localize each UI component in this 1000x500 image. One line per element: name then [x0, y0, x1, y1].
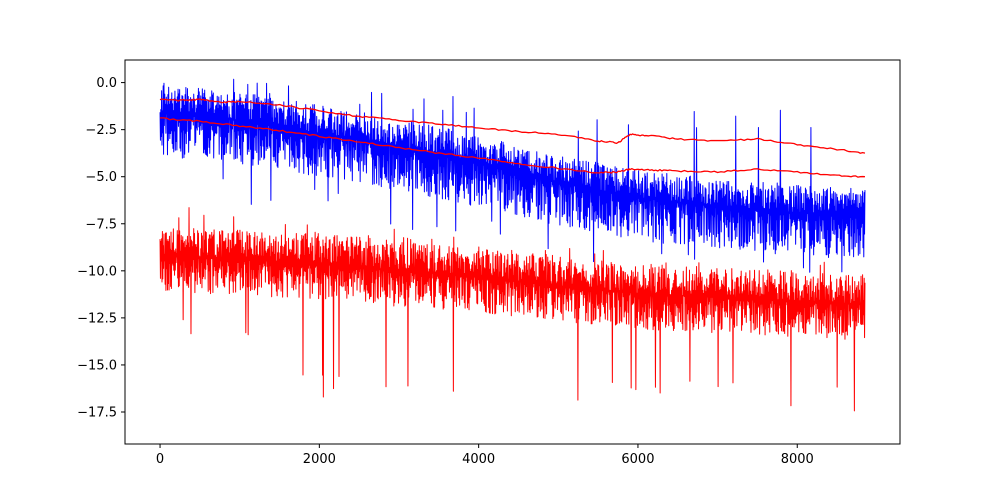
series-band-line-2 [159, 207, 866, 412]
series-envelope-line-4 [160, 117, 865, 178]
x-tick-label: 2000 [303, 452, 336, 467]
y-tick-label: −17.5 [77, 406, 117, 421]
x-tick-label: 4000 [462, 452, 495, 467]
y-axis: 0.0 −2.5 −5.0 −7.5 −10.0 −12.5 −15.0 −17.5 [77, 76, 125, 421]
x-axis: 0 2000 4000 6000 8000 [156, 444, 814, 467]
x-tick-label: 0 [156, 452, 164, 467]
x-tick-label: 6000 [621, 452, 654, 467]
series-envelope-line-3 [159, 98, 866, 154]
y-tick-label: −12.5 [77, 311, 117, 326]
y-tick-label: −7.5 [85, 217, 117, 232]
plot-frame [124, 59, 901, 445]
y-tick-label: −10.0 [77, 264, 117, 279]
y-tick-label: 0.0 [96, 76, 117, 91]
y-tick-label: −2.5 [85, 123, 117, 138]
x-tick-label: 8000 [781, 452, 814, 467]
y-tick-label: −5.0 [85, 170, 117, 185]
y-tick-label: −15.0 [77, 358, 117, 373]
series-layer [159, 78, 866, 412]
